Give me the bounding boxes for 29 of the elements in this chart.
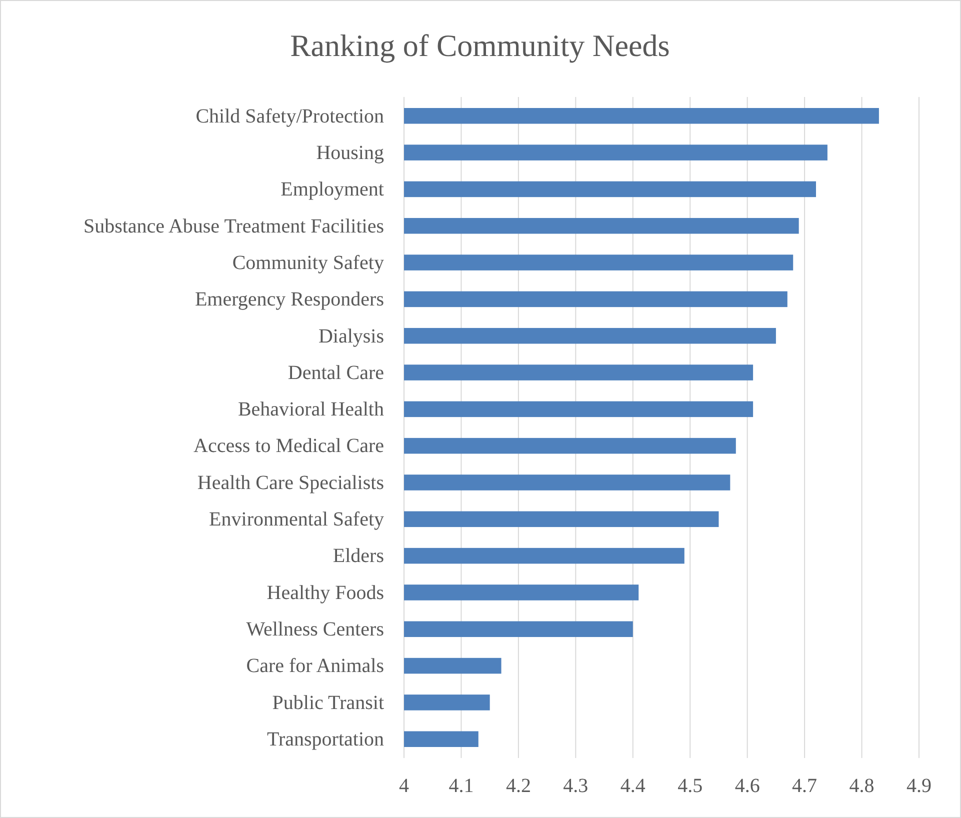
x-tick-label: 4.1 (448, 775, 474, 798)
y-tick-label: Access to Medical Care (194, 435, 384, 458)
y-tick-label: Care for Animals (246, 655, 384, 678)
y-tick-label: Dialysis (318, 325, 384, 348)
y-tick-label: Elders (332, 545, 384, 568)
y-tick-label: Housing (316, 142, 384, 164)
x-tick-label: 4.7 (792, 775, 818, 798)
y-tick-label: Child Safety/Protection (196, 105, 384, 128)
y-tick-label: Dental Care (288, 362, 384, 384)
x-tick-label: 4.2 (506, 775, 531, 798)
x-tick-label: 4.3 (563, 775, 588, 798)
y-tick-label: Substance Abuse Treatment Facilities (83, 215, 384, 238)
y-tick-label: Public Transit (272, 692, 384, 714)
y-tick-label: Employment (280, 178, 384, 201)
y-tick-label: Transportation (266, 728, 384, 751)
x-tick-label: 4.8 (849, 775, 874, 798)
x-tick-label: 4.4 (620, 775, 646, 798)
y-tick-label: Health Care Specialists (197, 472, 384, 494)
x-tick-label: 4.6 (734, 775, 760, 798)
y-tick-label: Community Safety (232, 252, 384, 274)
y-tick-label: Emergency Responders (194, 288, 384, 311)
chart-title: Ranking of Community Needs (290, 28, 670, 63)
x-tick-label: 4 (399, 775, 409, 798)
y-tick-label: Behavioral Health (238, 398, 384, 421)
y-tick-label: Healthy Foods (266, 582, 384, 604)
y-tick-label: Wellness Centers (246, 618, 384, 641)
x-tick-label: 4.9 (906, 775, 932, 798)
y-tick-label: Environmental Safety (209, 508, 384, 531)
x-tick-label: 4.5 (678, 775, 703, 798)
